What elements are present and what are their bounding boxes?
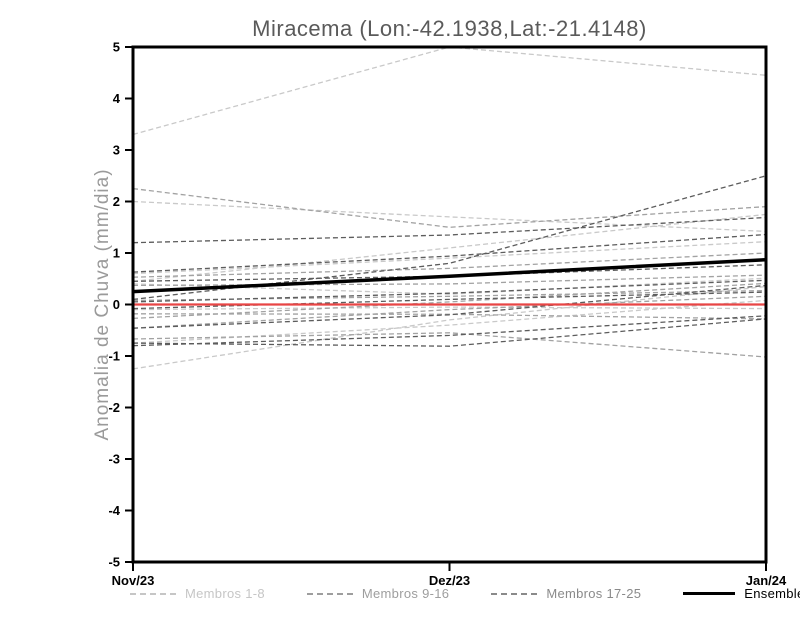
member-line [132, 318, 767, 347]
member-line [132, 213, 767, 282]
member-line [132, 332, 767, 358]
y-tick-label: 1 [113, 246, 120, 261]
member-line [132, 295, 767, 329]
chart-title: Miracema (Lon:-42.1938,Lat:-21.4148) [252, 16, 647, 41]
legend-item: Membros 17-25 [491, 586, 641, 601]
y-axis-label: Anomalia de Chuva (mm/dia) [92, 168, 113, 440]
legend-item: Membros 1-8 [130, 586, 265, 601]
member-line [132, 187, 767, 228]
member-line [132, 279, 767, 303]
x-tick-label: Jan/24 [746, 573, 787, 588]
member-line [132, 241, 767, 275]
member-line [132, 315, 767, 347]
member-line [132, 216, 767, 244]
member-line [132, 175, 767, 301]
legend-label: Membros 9-16 [361, 586, 450, 601]
y-tick-label: -2 [108, 400, 120, 415]
ensemble-mean-line [132, 257, 767, 294]
y-tick-label: 2 [113, 194, 120, 209]
legend-item: Membros 9-16 [306, 586, 450, 601]
legend-label: Ensemble Mean [744, 586, 800, 601]
legend-line-sample [306, 592, 353, 595]
member-line [132, 252, 767, 278]
y-tick-label: 0 [113, 297, 120, 312]
legend-line-sample [130, 592, 176, 595]
y-tick-label: -4 [108, 503, 120, 518]
y-tick-label: -3 [108, 452, 120, 467]
y-tick-label: -5 [108, 555, 120, 570]
legend: Membros 1-8 Membros 9-16 Membros 17-25 Ense… [130, 586, 800, 601]
member-line [132, 282, 767, 320]
member-line [132, 264, 767, 282]
legend-label: Membros 1-8 [185, 586, 265, 601]
y-tick-label: -1 [108, 349, 120, 364]
y-tick-label: 3 [113, 143, 120, 158]
x-tick-label: Dez/23 [429, 573, 470, 588]
member-line [132, 284, 767, 329]
legend-line-sample [491, 592, 538, 595]
legend-label: Membros 17-25 [546, 586, 642, 601]
member-line [132, 285, 767, 370]
member-line [132, 200, 767, 233]
member-line [132, 306, 767, 311]
y-tick-label: 5 [113, 40, 120, 55]
member-line [132, 233, 767, 273]
y-tick-label: 4 [113, 91, 121, 106]
legend-line-sample [683, 592, 736, 595]
legend-item: Ensemble Mean [683, 586, 800, 601]
member-line [132, 46, 767, 136]
x-tick-label: Nov/23 [112, 573, 155, 588]
